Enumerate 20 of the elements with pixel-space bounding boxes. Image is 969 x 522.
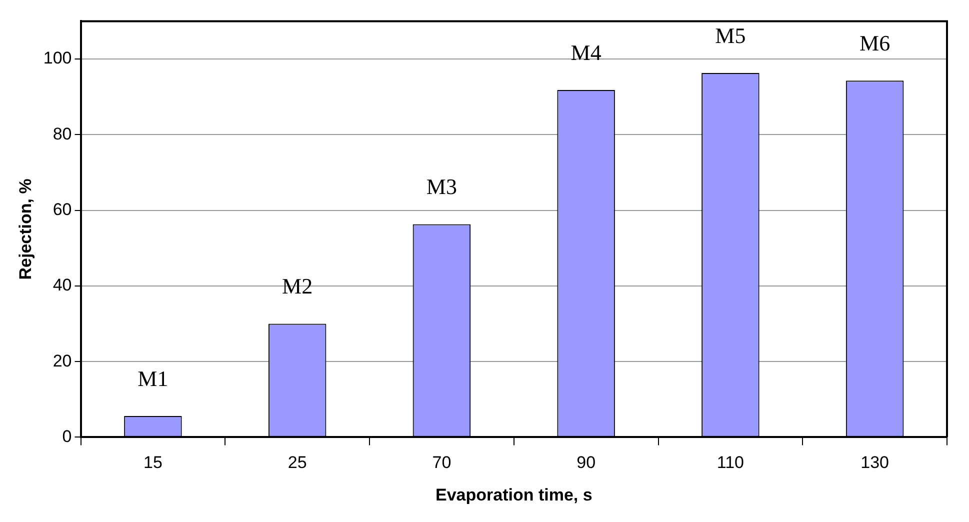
x-tick-label: 130 (860, 453, 889, 472)
x-tick-label: 110 (716, 453, 744, 472)
y-tick-label: 20 (52, 351, 72, 370)
y-tick-label: 80 (52, 124, 72, 144)
annotation: M1 (138, 366, 168, 391)
x-tick-label: 25 (288, 453, 307, 472)
y-tick-label: 60 (52, 200, 72, 219)
x-tick-label: 15 (143, 453, 162, 472)
annotation: M6 (860, 30, 890, 56)
x-axis-title: Evaporation time, s (435, 485, 592, 504)
annotation: M5 (715, 22, 746, 48)
annotation: M2 (282, 274, 313, 299)
y-tick-label: 100 (43, 48, 72, 68)
y-axis-title: Rejection, % (16, 178, 35, 280)
x-tick-label: 70 (432, 453, 452, 472)
y-tick-label: 40 (52, 276, 72, 295)
x-tick-label: 90 (576, 453, 596, 472)
annotation: M4 (570, 40, 602, 65)
y-tick-label: 0 (62, 426, 72, 446)
annotation: M3 (426, 174, 457, 200)
